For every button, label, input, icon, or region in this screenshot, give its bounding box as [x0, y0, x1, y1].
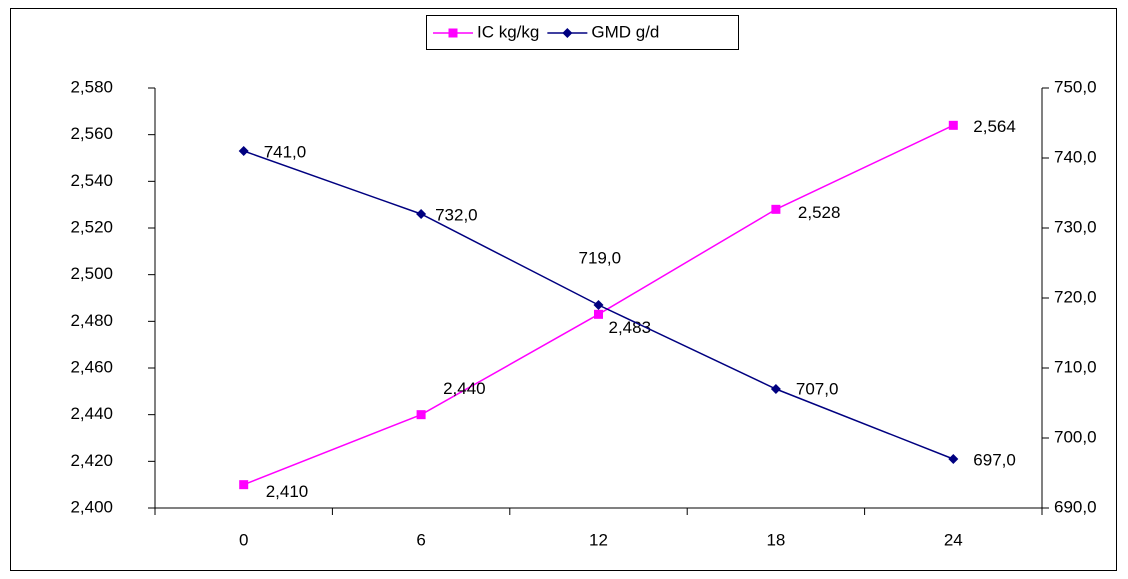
- marker: [238, 146, 249, 156]
- marker: [593, 300, 604, 310]
- y-tick-label: 2,480: [70, 311, 113, 330]
- marker: [771, 204, 781, 214]
- marker: [416, 209, 427, 219]
- x-tick-label: 18: [766, 530, 785, 549]
- marker: [948, 120, 958, 130]
- y-tick-label: 2,420: [70, 451, 113, 470]
- marker: [239, 480, 249, 490]
- data-label: 2,483: [609, 318, 652, 337]
- marker: [448, 28, 458, 38]
- marker: [562, 28, 573, 38]
- data-label: 2,564: [973, 117, 1016, 136]
- data-label: 732,0: [435, 205, 478, 224]
- y2-tick-label: 690,0: [1054, 497, 1097, 516]
- y2-tick-label: 730,0: [1054, 217, 1097, 236]
- data-label: 2,410: [266, 482, 309, 501]
- chart-border: [10, 8, 1117, 571]
- marker: [594, 309, 603, 319]
- y2-tick-label: 710,0: [1054, 357, 1097, 376]
- y2-tick-label: 700,0: [1054, 427, 1097, 446]
- x-tick-label: 12: [589, 530, 608, 549]
- y2-tick-label: 750,0: [1054, 77, 1097, 96]
- data-label: 2,440: [443, 379, 486, 398]
- y-tick-label: 2,580: [70, 77, 113, 96]
- marker: [770, 384, 781, 394]
- y-tick-label: 2,560: [70, 124, 113, 143]
- marker: [416, 410, 426, 420]
- legend-label: IC kg/kg: [477, 22, 539, 41]
- y-tick-label: 2,440: [70, 404, 113, 423]
- data-label: 741,0: [264, 142, 307, 161]
- y-tick-label: 2,540: [70, 171, 113, 190]
- data-label: 719,0: [579, 248, 622, 267]
- legend-label: GMD g/d: [591, 22, 659, 41]
- data-label: 697,0: [973, 450, 1016, 469]
- y2-tick-label: 740,0: [1054, 147, 1097, 166]
- x-tick-label: 6: [416, 530, 425, 549]
- x-tick-label: 0: [239, 530, 248, 549]
- y-tick-label: 2,400: [70, 497, 113, 516]
- x-tick-label: 24: [944, 530, 963, 549]
- y-tick-label: 2,520: [70, 217, 113, 236]
- y-tick-label: 2,500: [70, 264, 113, 283]
- y2-tick-label: 720,0: [1054, 287, 1097, 306]
- data-label: 707,0: [796, 379, 839, 398]
- marker: [948, 454, 959, 464]
- y-tick-label: 2,460: [70, 357, 113, 376]
- data-label: 2,528: [798, 203, 841, 222]
